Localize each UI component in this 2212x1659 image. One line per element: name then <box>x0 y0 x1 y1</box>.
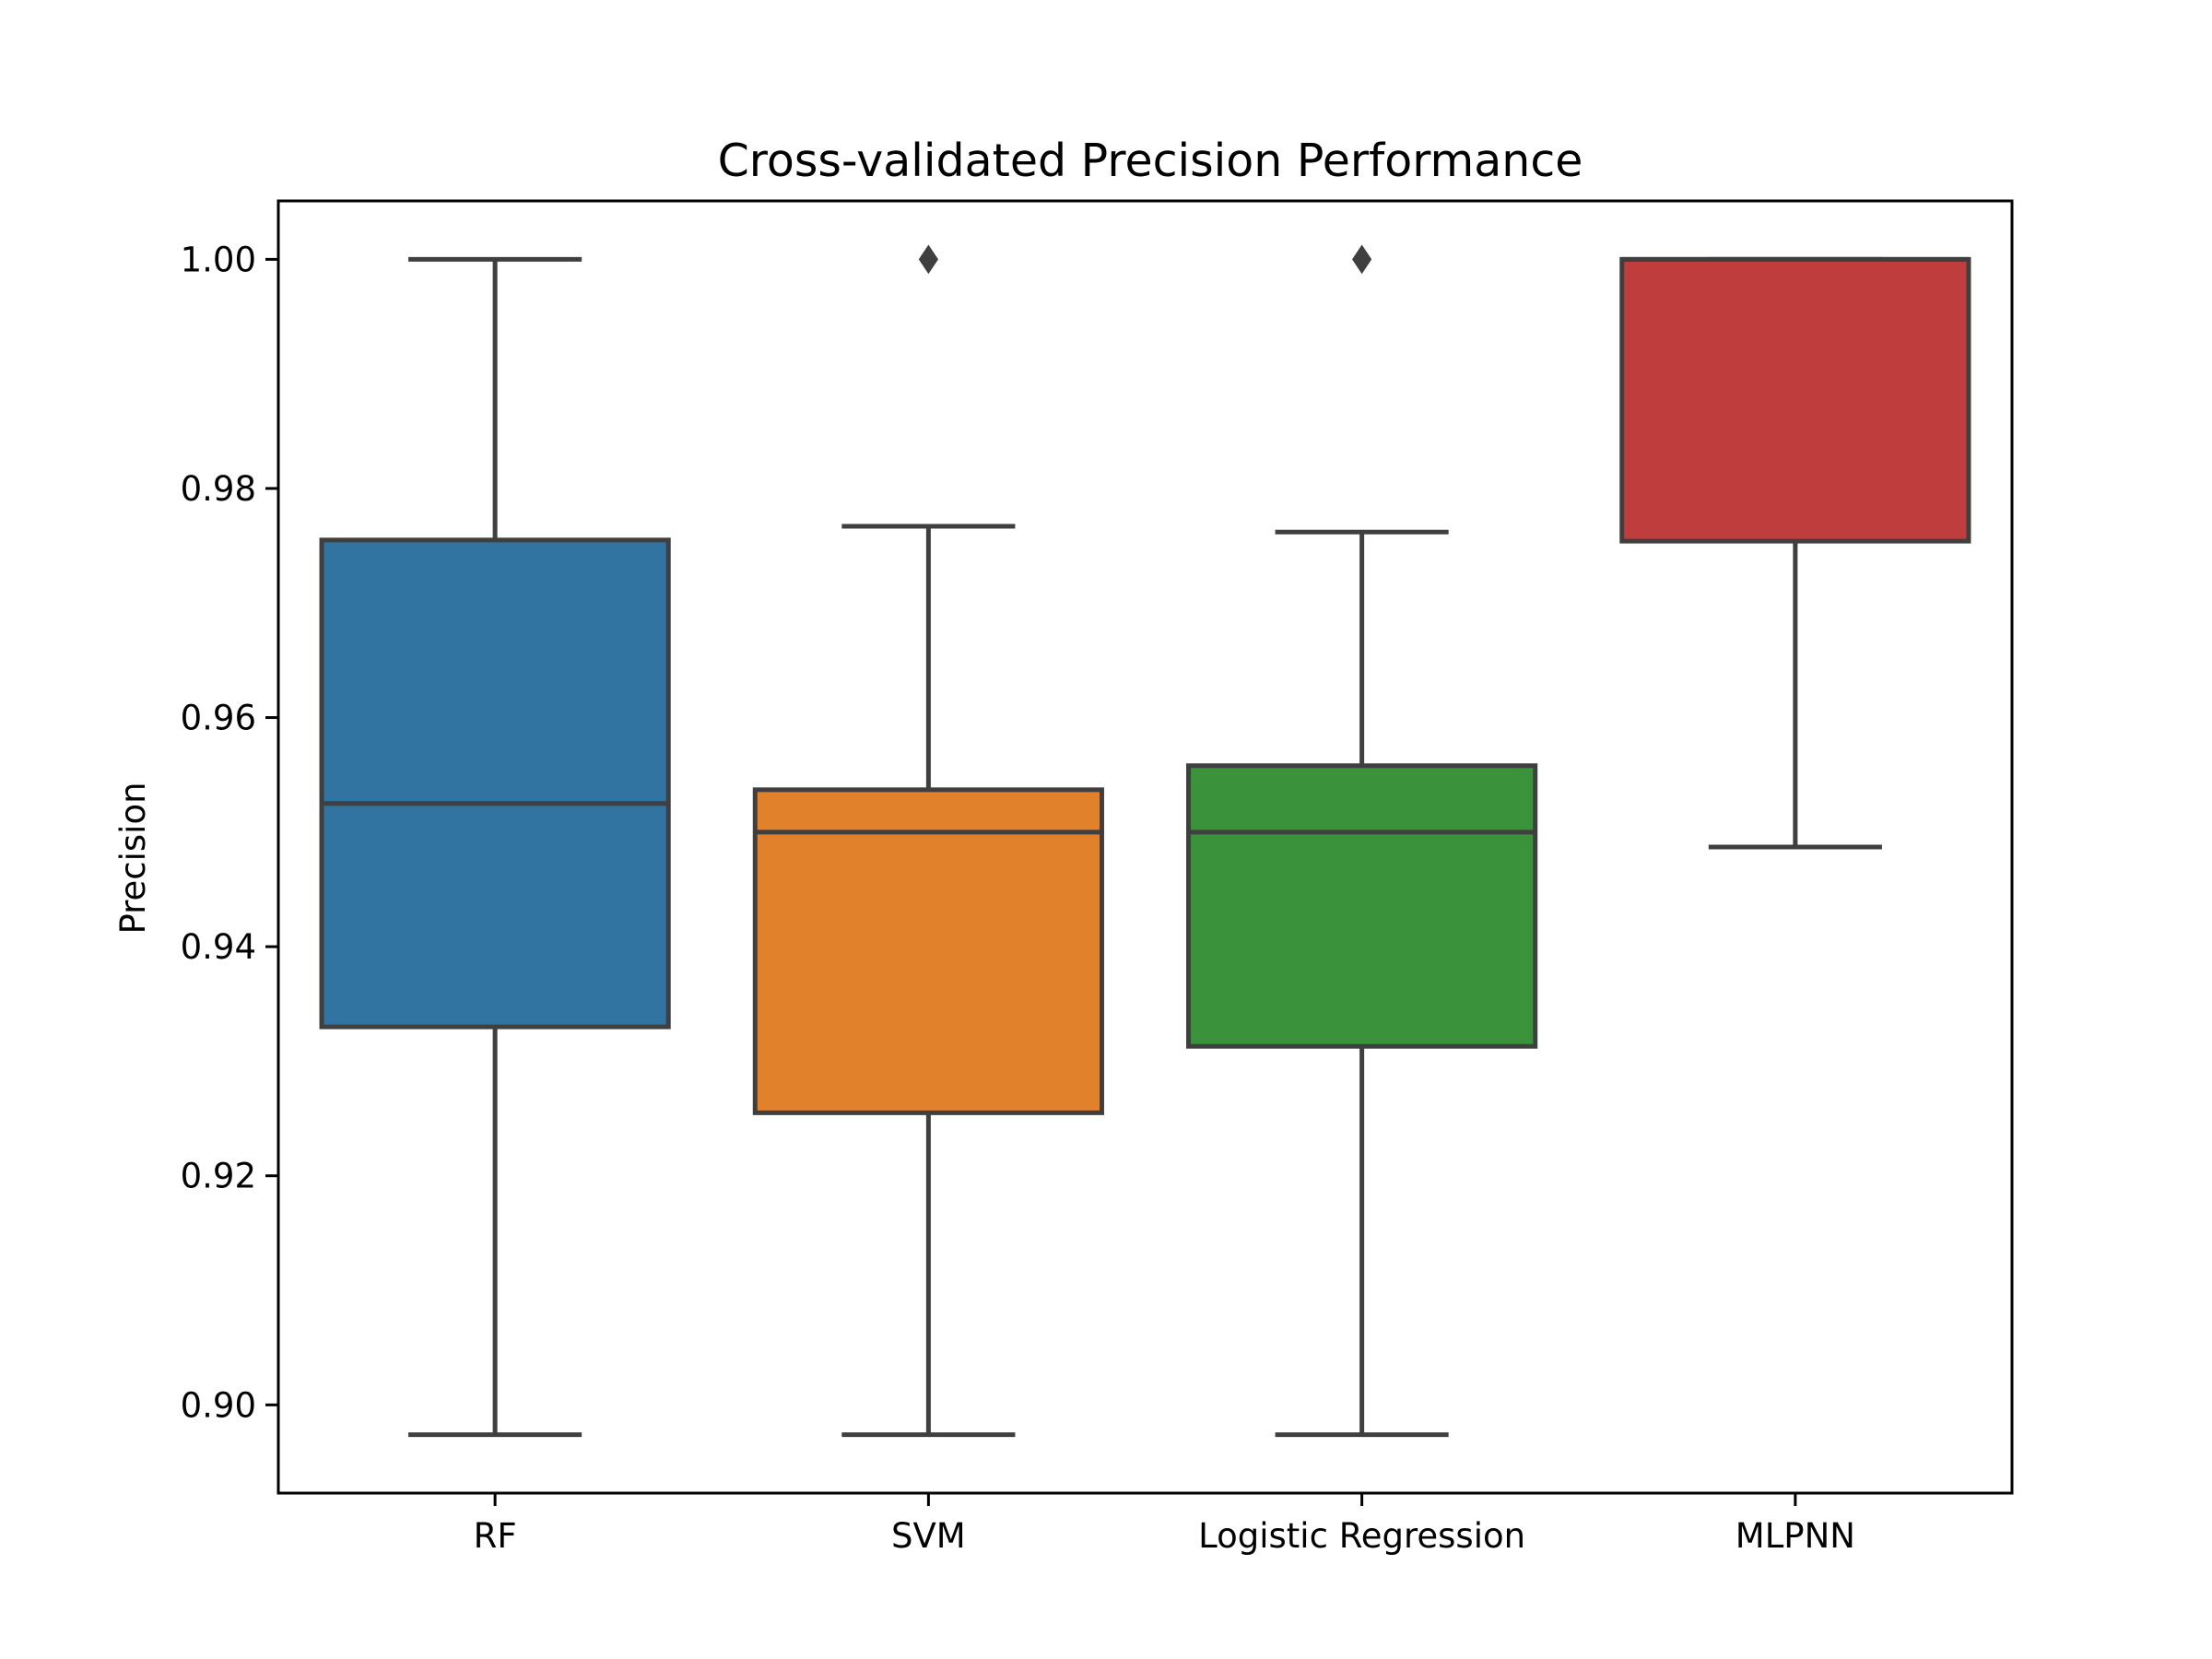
plot-area: 0.90 0.92 0.94 0.96 0.98 1.00 RF SVM Logistic Re… <box>181 240 1971 1556</box>
y-tick-label: 1.00 <box>181 240 256 279</box>
x-tick-label: Logistic Regression <box>1198 1516 1525 1556</box>
y-tick-label: 0.94 <box>181 927 256 967</box>
box-svm <box>752 787 1104 1115</box>
y-axis-label: Precision <box>113 782 153 934</box>
box-logistic-regression <box>1186 763 1538 1049</box>
x-tick-label: MLPNN <box>1735 1516 1855 1556</box>
plot-frame <box>276 199 2014 1495</box>
box-rf <box>319 537 671 1030</box>
y-tick-label: 0.96 <box>181 699 256 738</box>
chart-title: Cross-validated Precision Performance <box>718 135 1583 187</box>
outlier-point-logistic-regression <box>1352 244 1372 275</box>
x-tick-label: SVM <box>891 1516 966 1556</box>
x-tick-label: RF <box>474 1516 517 1556</box>
outlier-point-svm <box>918 244 938 275</box>
box-mlpnn <box>1619 256 1971 544</box>
y-tick-label: 0.92 <box>181 1157 256 1196</box>
y-tick-label: 0.90 <box>181 1385 256 1425</box>
y-tick-label: 0.98 <box>181 469 256 509</box>
